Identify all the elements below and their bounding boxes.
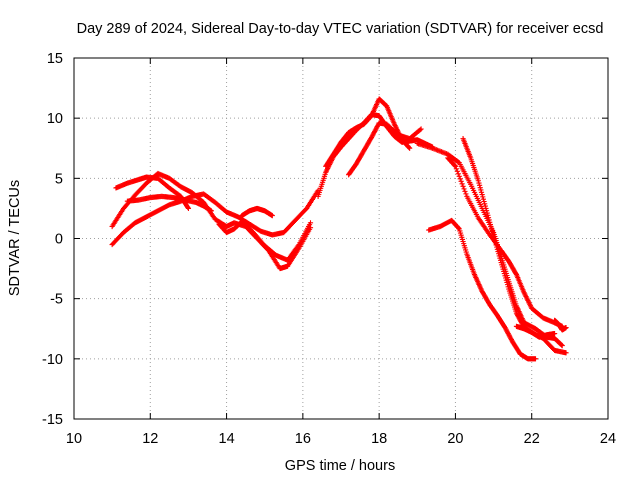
y-tick-labels: 15 10 5 0 -5 -10 -15 xyxy=(42,51,63,428)
data-point xyxy=(487,219,493,225)
data-point xyxy=(489,228,495,235)
data-point xyxy=(483,208,490,214)
data-point xyxy=(456,173,462,179)
x-tick-labels: 10 12 14 16 18 20 22 24 xyxy=(66,431,616,447)
data-point xyxy=(307,220,314,226)
data-point xyxy=(463,191,469,197)
data-point xyxy=(461,186,467,192)
data-point xyxy=(532,356,539,362)
data-point xyxy=(454,168,460,174)
data-point xyxy=(459,181,465,187)
data-point xyxy=(462,188,468,194)
x-tick-label: 20 xyxy=(447,431,463,447)
series-sat-m xyxy=(426,217,539,362)
data-point xyxy=(418,126,424,132)
x-axis-label: GPS time / hours xyxy=(285,458,395,474)
data-point xyxy=(476,182,483,188)
data-point xyxy=(482,201,488,207)
chart-title: Day 289 of 2024, Sidereal Day-to-day VTE… xyxy=(77,21,604,37)
grid xyxy=(74,58,608,419)
y-tick-label: 0 xyxy=(55,232,63,248)
series-sat-h xyxy=(323,96,413,169)
x-tick-label: 14 xyxy=(219,431,235,447)
data-point xyxy=(485,212,491,218)
data-point xyxy=(559,342,565,349)
series-sat-n xyxy=(513,323,558,340)
x-tick-label: 24 xyxy=(600,431,616,447)
data-point xyxy=(482,203,488,209)
data-point xyxy=(478,189,485,195)
data-point xyxy=(479,191,485,198)
data-point xyxy=(480,194,486,200)
data-point xyxy=(490,231,496,237)
x-tick-label: 12 xyxy=(142,431,158,447)
y-tick-label: -5 xyxy=(50,292,63,308)
x-tick-label: 18 xyxy=(371,431,387,447)
y-axis-label: SDTVAR / TECUs xyxy=(7,180,23,296)
data-point xyxy=(552,330,558,337)
data-point xyxy=(417,127,423,133)
plot-frame xyxy=(73,57,609,420)
data-point xyxy=(455,171,461,177)
data-point xyxy=(460,183,466,189)
data-point xyxy=(208,208,214,214)
data-point xyxy=(485,215,492,221)
series-sat-f xyxy=(239,205,275,219)
data-point xyxy=(563,324,569,331)
data-point xyxy=(483,205,489,212)
data-point xyxy=(406,144,412,151)
y-tick-label: -15 xyxy=(42,412,63,428)
data-point xyxy=(487,221,493,228)
data-point xyxy=(458,178,464,184)
data-point xyxy=(453,166,459,172)
series-sat-a xyxy=(109,170,314,272)
series-group xyxy=(109,96,569,362)
data-point xyxy=(457,176,463,182)
data-point xyxy=(480,196,486,202)
x-tick-label: 22 xyxy=(524,431,540,447)
data-point xyxy=(489,226,495,232)
data-point xyxy=(452,163,459,169)
y-tick-label: 15 xyxy=(47,51,63,67)
series-sat-e xyxy=(216,219,314,263)
data-point xyxy=(488,224,494,230)
data-point xyxy=(269,213,275,219)
data-point xyxy=(185,205,192,212)
y-tick-label: 5 xyxy=(55,171,63,187)
data-point xyxy=(475,178,481,184)
data-point xyxy=(478,187,484,193)
data-point xyxy=(185,204,191,211)
data-point xyxy=(484,210,490,216)
data-point xyxy=(513,270,519,277)
x-tick-label: 10 xyxy=(66,431,82,447)
data-point xyxy=(481,198,487,205)
series-sat-c xyxy=(113,174,192,212)
series-sat-d xyxy=(124,193,214,214)
series-sat-i xyxy=(346,120,424,178)
data-point xyxy=(558,342,565,348)
data-point xyxy=(476,180,482,186)
data-point xyxy=(477,185,483,191)
data-point xyxy=(486,217,492,223)
x-tick-label: 16 xyxy=(295,431,311,447)
data-point xyxy=(407,145,413,151)
data-point xyxy=(456,225,462,231)
y-tick-label: -10 xyxy=(42,352,63,368)
y-tick-label: 10 xyxy=(47,111,63,127)
series-sat-o xyxy=(552,317,569,333)
data-point xyxy=(452,162,458,169)
data-point xyxy=(563,350,569,356)
